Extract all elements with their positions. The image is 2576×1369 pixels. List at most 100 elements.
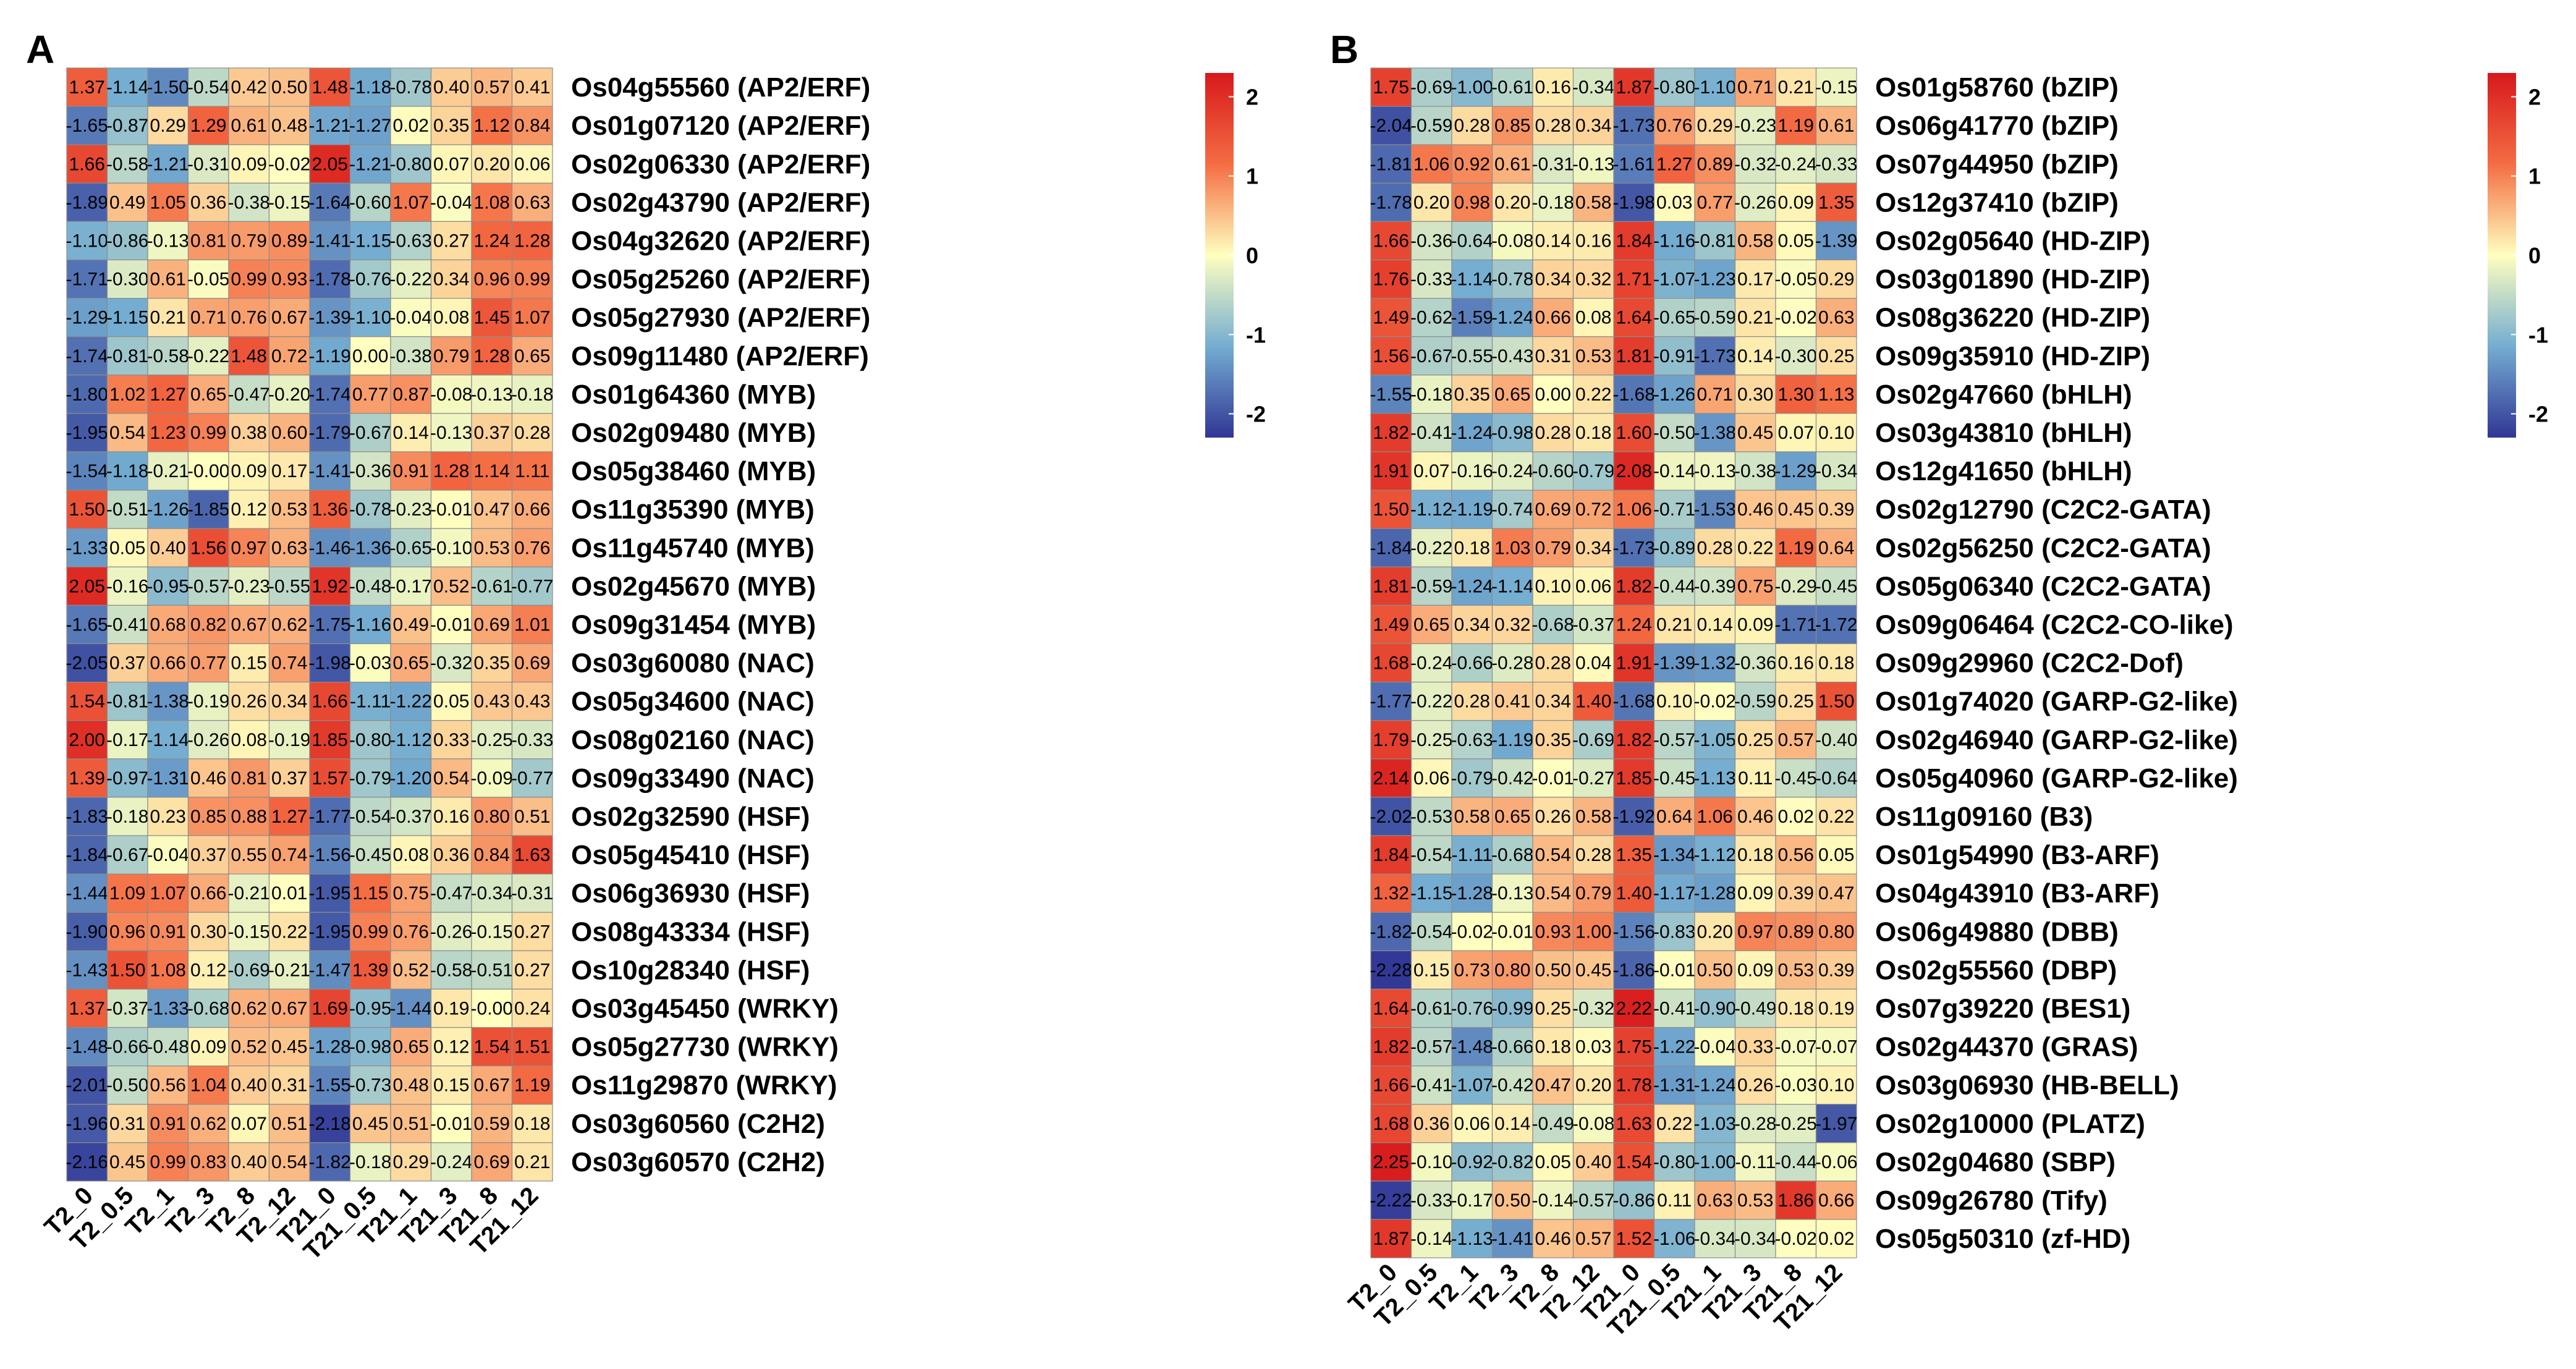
cell-value-label: 0.40 bbox=[150, 538, 186, 558]
cell-value-label: -1.36 bbox=[349, 538, 391, 558]
cell-value-label: 0.53 bbox=[1737, 1190, 1773, 1211]
heatmap-cell bbox=[1775, 758, 1817, 798]
cell-value-label: 0.15 bbox=[231, 653, 267, 674]
heatmap-cell bbox=[1815, 873, 1857, 913]
cell-value-label: -0.58 bbox=[147, 346, 189, 367]
cell-value-label: -2.04 bbox=[1370, 116, 1412, 136]
heatmap-cell bbox=[1451, 67, 1493, 107]
heatmap-cell bbox=[430, 1027, 472, 1067]
cell-value-label: 1.50 bbox=[1818, 692, 1854, 712]
cell-value-label: -1.21 bbox=[147, 154, 189, 174]
cell-value-label: 0.72 bbox=[271, 346, 307, 367]
heatmap-a-cells: 1.37 -1.14-1.50-0.54 0.42 0.50 1.48 -1.18-0.7… bbox=[66, 67, 553, 1182]
heatmap-cell bbox=[511, 604, 553, 645]
heatmap-cell bbox=[147, 144, 189, 184]
cell-value-label: -1.79 bbox=[309, 423, 351, 443]
cell-value-label: 0.22 bbox=[1656, 1114, 1692, 1134]
cell-value-label: 0.09 bbox=[190, 1037, 226, 1057]
cell-value-label: 0.64 bbox=[1818, 538, 1854, 558]
cell-value-label: 0.73 bbox=[1454, 960, 1490, 980]
cell-value-label: -0.41 bbox=[1410, 423, 1452, 443]
heatmap-cell bbox=[147, 643, 189, 683]
cell-value-label: 0.05 bbox=[433, 692, 469, 712]
heatmap-cell bbox=[309, 873, 351, 913]
heatmap-cell bbox=[228, 1065, 270, 1105]
heatmap-cell bbox=[1775, 259, 1817, 299]
heatmap-cell bbox=[471, 643, 513, 683]
cell-value-label: -0.81 bbox=[106, 692, 148, 712]
cell-value-label: -0.16 bbox=[106, 576, 148, 596]
heatmap-cell bbox=[1370, 797, 1412, 836]
heatmap-cell bbox=[1653, 298, 1695, 337]
heatmap-cell bbox=[187, 451, 229, 491]
heatmap-cell bbox=[147, 336, 189, 376]
heatmap-cell bbox=[1532, 1219, 1574, 1258]
heatmap-cell bbox=[268, 67, 310, 107]
cell-value-label: 0.30 bbox=[1737, 384, 1773, 405]
cell-value-label: 0.62 bbox=[190, 1114, 226, 1134]
row-label: Os02g06330 (AP2/ERF) bbox=[571, 149, 870, 179]
cell-value-label: -0.98 bbox=[1491, 423, 1533, 443]
heatmap-cell bbox=[1491, 720, 1533, 760]
heatmap-cell bbox=[1451, 950, 1493, 990]
heatmap-cell bbox=[1532, 1142, 1574, 1182]
cell-value-label: -0.28 bbox=[1491, 653, 1533, 674]
heatmap-cell bbox=[106, 221, 148, 261]
cell-value-label: -0.15 bbox=[268, 192, 310, 213]
heatmap-cell bbox=[1532, 1065, 1574, 1105]
cell-value-label: 0.45 bbox=[109, 1152, 145, 1172]
heatmap-cell bbox=[511, 528, 553, 567]
heatmap-b-color-legend: 2 1 0 -1 -2 bbox=[2488, 73, 2548, 438]
heatmap-cell bbox=[1491, 1142, 1533, 1182]
heatmap-cell bbox=[1694, 182, 1736, 222]
row-label: Os03g60570 (C2H2) bbox=[571, 1147, 825, 1177]
cell-value-label: -0.13 bbox=[430, 423, 472, 443]
cell-value-label: 1.79 bbox=[1373, 730, 1409, 750]
cell-value-label: -0.90 bbox=[1694, 998, 1736, 1019]
cell-value-label: -1.55 bbox=[1370, 384, 1412, 405]
cell-value-label: -0.15 bbox=[1815, 77, 1857, 98]
heatmap-cell bbox=[147, 681, 189, 721]
heatmap-cell bbox=[1410, 950, 1452, 990]
heatmap-cell bbox=[1775, 67, 1817, 107]
cell-value-label: 0.09 bbox=[1737, 883, 1773, 904]
row-label: Os07g44950 (bZIP) bbox=[1875, 149, 2119, 179]
cell-value-label: -0.50 bbox=[106, 1075, 148, 1096]
heatmap-cell bbox=[1613, 643, 1655, 683]
cell-value-label: 1.54 bbox=[1616, 1152, 1652, 1172]
cell-value-label: 1.12 bbox=[474, 116, 510, 136]
cell-value-label: -0.01 bbox=[430, 499, 472, 520]
heatmap-cell bbox=[1815, 604, 1857, 645]
heatmap-cell bbox=[1815, 375, 1857, 414]
cell-value-label: -0.14 bbox=[1410, 1229, 1452, 1249]
heatmap-cell bbox=[511, 950, 553, 990]
cell-value-label: 0.81 bbox=[231, 768, 267, 789]
cell-value-label: 0.91 bbox=[150, 922, 186, 942]
heatmap-cell bbox=[1775, 336, 1817, 376]
heatmap-cell bbox=[1410, 221, 1452, 261]
cell-value-label: -0.42 bbox=[1491, 1075, 1533, 1096]
heatmap-cell bbox=[1532, 758, 1574, 798]
cell-value-label: -0.39 bbox=[1694, 576, 1736, 596]
cell-value-label: -0.18 bbox=[511, 384, 553, 405]
heatmap-cell bbox=[1613, 1065, 1655, 1105]
cell-value-label: 1.68 bbox=[1373, 653, 1409, 674]
heatmap-cell bbox=[1491, 298, 1533, 337]
row-label: Os05g50310 (zf-HD) bbox=[1875, 1224, 2130, 1254]
heatmap-cell bbox=[511, 106, 553, 145]
cell-value-label: -1.07 bbox=[1653, 269, 1695, 290]
cell-value-label: 2.00 bbox=[69, 730, 105, 750]
cell-value-label: 0.53 bbox=[1575, 346, 1611, 367]
cell-value-label: -0.80 bbox=[1653, 1152, 1695, 1172]
cell-value-label: 0.62 bbox=[271, 614, 307, 635]
heatmap-cell bbox=[511, 413, 553, 452]
heatmap-cell bbox=[1410, 106, 1452, 145]
heatmap-cell bbox=[106, 1027, 148, 1067]
heatmap-cell bbox=[390, 451, 432, 491]
cell-value-label: 0.33 bbox=[1737, 1037, 1773, 1057]
heatmap-panel-b: B 1.75 -0.69-1.00-0.61 0.16 -0.34 1.87 -0.80-… bbox=[1330, 27, 2548, 1342]
cell-value-label: -0.19 bbox=[268, 730, 310, 750]
cell-value-label: 1.28 bbox=[433, 461, 469, 481]
heatmap-cell bbox=[1613, 144, 1655, 184]
row-label: Os09g29960 (C2C2-Dof) bbox=[1875, 648, 2184, 679]
